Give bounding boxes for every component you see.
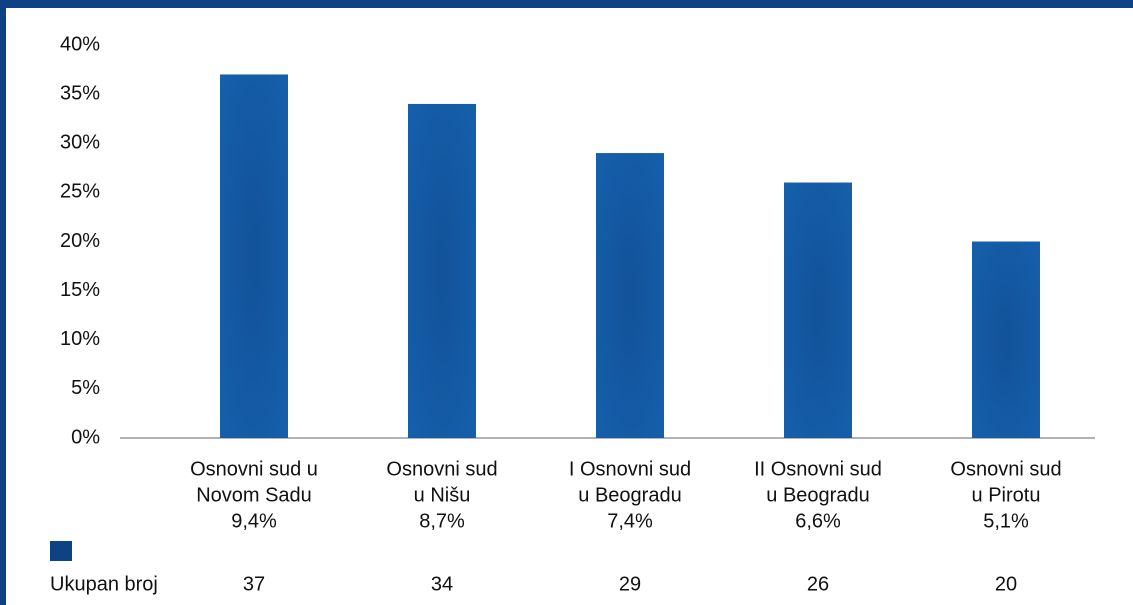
x-tick-label: u Nišu bbox=[414, 484, 471, 506]
y-tick-label: 10% bbox=[60, 328, 100, 350]
x-tick-label: u Beogradu bbox=[578, 484, 681, 506]
x-tick-label: u Beogradu bbox=[766, 484, 869, 506]
frame-top bbox=[0, 0, 1133, 8]
legend-swatch bbox=[50, 541, 72, 561]
table-value: 20 bbox=[995, 573, 1017, 595]
bar-shade bbox=[596, 153, 664, 438]
table-value: 34 bbox=[431, 573, 453, 595]
y-tick-label: 15% bbox=[60, 279, 100, 301]
x-tick-label: 6,6% bbox=[795, 510, 841, 532]
bar-shade bbox=[408, 103, 476, 438]
y-tick-label: 20% bbox=[60, 230, 100, 252]
y-tick-label: 35% bbox=[60, 82, 100, 104]
x-tick-label: u Pirotu bbox=[972, 484, 1041, 506]
y-tick-label: 5% bbox=[71, 377, 100, 399]
x-tick-label: Osnovni sud bbox=[386, 458, 497, 480]
y-tick-label: 0% bbox=[71, 426, 100, 448]
x-tick-label: 7,4% bbox=[607, 510, 653, 532]
bar-shade bbox=[784, 182, 852, 438]
y-tick-label: 30% bbox=[60, 132, 100, 154]
y-tick-label: 25% bbox=[60, 181, 100, 203]
table-value: 29 bbox=[619, 573, 641, 595]
table-value: 26 bbox=[807, 573, 829, 595]
table-row-label: Ukupan broj bbox=[50, 573, 158, 595]
x-tick-label: 9,4% bbox=[231, 510, 277, 532]
bar-shade bbox=[220, 74, 288, 438]
x-tick-label: II Osnovni sud bbox=[754, 458, 882, 480]
x-tick-label: Osnovni sud u bbox=[190, 458, 318, 480]
x-tick-label: Osnovni sud bbox=[950, 458, 1061, 480]
y-tick-label: 40% bbox=[60, 33, 100, 55]
bar-shade bbox=[972, 241, 1040, 438]
frame-left bbox=[0, 0, 6, 605]
x-tick-label: I Osnovni sud bbox=[569, 458, 691, 480]
x-tick-label: Novom Sadu bbox=[196, 484, 312, 506]
x-tick-label: 5,1% bbox=[983, 510, 1029, 532]
x-tick-label: 8,7% bbox=[419, 510, 465, 532]
table-value: 37 bbox=[243, 573, 265, 595]
